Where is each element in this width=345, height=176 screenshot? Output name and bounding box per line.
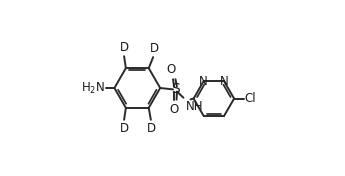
Text: O: O [167, 63, 176, 76]
Text: D: D [149, 42, 159, 55]
Text: N: N [199, 74, 208, 87]
Text: S: S [171, 82, 179, 96]
Text: N: N [220, 74, 228, 87]
Text: NH: NH [186, 100, 203, 113]
Text: D: D [119, 42, 129, 54]
Text: O: O [169, 103, 179, 116]
Text: $\mathregular{H_2N}$: $\mathregular{H_2N}$ [81, 80, 105, 96]
Text: D: D [119, 122, 129, 134]
Text: D: D [147, 122, 156, 134]
Text: Cl: Cl [245, 92, 256, 105]
